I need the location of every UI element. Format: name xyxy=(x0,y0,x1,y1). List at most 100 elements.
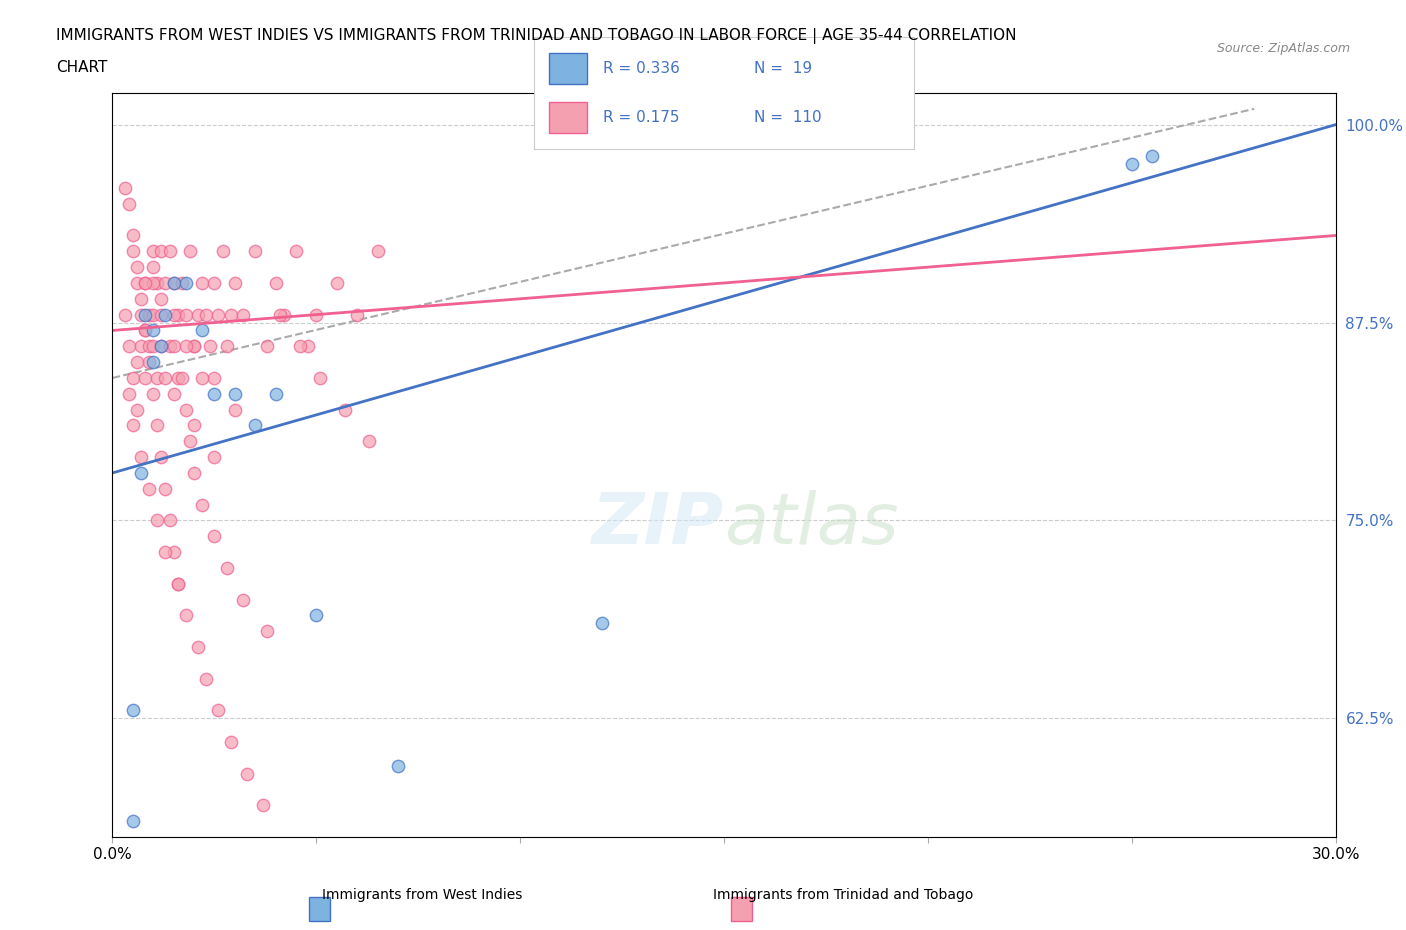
Point xyxy=(236,766,259,781)
Point xyxy=(146,513,169,528)
Point xyxy=(224,275,246,290)
Point xyxy=(187,640,209,655)
Point xyxy=(142,259,165,274)
Point xyxy=(232,592,254,607)
Point xyxy=(1142,149,1164,164)
Point xyxy=(142,275,165,290)
Point xyxy=(305,608,328,623)
Point xyxy=(219,735,242,750)
Point xyxy=(159,244,181,259)
Point xyxy=(150,307,173,322)
Point xyxy=(200,339,222,353)
Point xyxy=(129,307,152,322)
Point xyxy=(284,244,308,259)
Point xyxy=(211,244,233,259)
Point xyxy=(207,307,229,322)
Point xyxy=(155,545,177,560)
Point xyxy=(297,339,319,353)
Point xyxy=(129,339,152,353)
Point xyxy=(163,339,186,353)
Point xyxy=(129,449,152,464)
Point xyxy=(366,244,388,259)
Point xyxy=(187,307,209,322)
Point xyxy=(179,433,201,448)
Point xyxy=(122,418,145,432)
Point xyxy=(183,418,205,432)
Text: R = 0.175: R = 0.175 xyxy=(603,110,679,125)
Point xyxy=(142,339,165,353)
Point xyxy=(142,323,165,338)
Point xyxy=(191,275,214,290)
Point xyxy=(163,386,186,401)
Text: Source: ZipAtlas.com: Source: ZipAtlas.com xyxy=(1216,42,1350,55)
Point xyxy=(134,275,156,290)
Point xyxy=(146,418,169,432)
Point xyxy=(142,386,165,401)
Point xyxy=(150,449,173,464)
Point xyxy=(191,323,214,338)
Point xyxy=(138,482,160,497)
Text: Immigrants from West Indies: Immigrants from West Indies xyxy=(322,888,522,902)
Point xyxy=(125,275,148,290)
Text: N =  19: N = 19 xyxy=(755,61,813,76)
Point xyxy=(114,307,136,322)
Point xyxy=(174,402,197,417)
Point xyxy=(346,307,368,322)
Point xyxy=(204,386,226,401)
Point xyxy=(138,339,160,353)
Point xyxy=(183,339,205,353)
Point xyxy=(252,798,274,813)
Point xyxy=(146,275,169,290)
Point xyxy=(183,339,205,353)
Point xyxy=(138,307,160,322)
Point xyxy=(134,323,156,338)
Point xyxy=(204,449,226,464)
Point xyxy=(163,545,186,560)
Point xyxy=(134,275,156,290)
Point xyxy=(138,354,160,369)
Point xyxy=(591,616,613,631)
Point xyxy=(125,402,148,417)
Point xyxy=(150,291,173,306)
Point xyxy=(129,466,152,481)
Point xyxy=(256,339,278,353)
Point xyxy=(134,323,156,338)
Point xyxy=(174,307,197,322)
Point xyxy=(150,339,173,353)
Point xyxy=(174,275,197,290)
Point xyxy=(309,370,332,385)
Point xyxy=(174,608,197,623)
Point xyxy=(159,513,181,528)
Point xyxy=(273,307,295,322)
Point xyxy=(129,291,152,306)
Point xyxy=(191,498,214,512)
Point xyxy=(125,354,148,369)
Point xyxy=(155,482,177,497)
Point xyxy=(146,370,169,385)
Point xyxy=(166,307,188,322)
Text: CHART: CHART xyxy=(56,60,108,75)
Point xyxy=(333,402,356,417)
Point xyxy=(155,275,177,290)
Point xyxy=(1121,157,1143,172)
Point xyxy=(191,370,214,385)
Point xyxy=(219,307,242,322)
Point xyxy=(195,307,218,322)
Point xyxy=(179,244,201,259)
Text: R = 0.336: R = 0.336 xyxy=(603,61,679,76)
Point xyxy=(215,561,238,576)
Point xyxy=(224,386,246,401)
Point xyxy=(122,244,145,259)
Point xyxy=(256,624,278,639)
FancyBboxPatch shape xyxy=(550,102,588,133)
Point xyxy=(170,275,193,290)
Point xyxy=(204,529,226,544)
Point xyxy=(204,370,226,385)
Point xyxy=(163,275,186,290)
Text: IMMIGRANTS FROM WEST INDIES VS IMMIGRANTS FROM TRINIDAD AND TOBAGO IN LABOR FORC: IMMIGRANTS FROM WEST INDIES VS IMMIGRANT… xyxy=(56,28,1017,44)
Point xyxy=(264,386,287,401)
Point xyxy=(232,307,254,322)
Point xyxy=(207,703,229,718)
FancyBboxPatch shape xyxy=(550,53,588,84)
Point xyxy=(122,703,145,718)
